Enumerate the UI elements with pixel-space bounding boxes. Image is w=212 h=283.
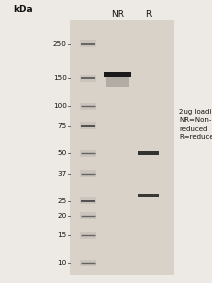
Bar bbox=[106, 77, 129, 87]
Bar bbox=[80, 122, 96, 129]
Text: 150: 150 bbox=[53, 76, 67, 82]
Bar bbox=[138, 194, 159, 197]
Bar bbox=[138, 151, 159, 155]
Bar bbox=[80, 75, 96, 82]
Text: 2ug loading
NR=Non-
reduced
R=reduced: 2ug loading NR=Non- reduced R=reduced bbox=[179, 109, 212, 140]
Text: R: R bbox=[145, 10, 152, 19]
Text: 100: 100 bbox=[53, 103, 67, 109]
Text: kDa: kDa bbox=[14, 5, 33, 14]
Text: 37: 37 bbox=[57, 171, 67, 177]
Bar bbox=[80, 197, 96, 204]
Text: 20: 20 bbox=[57, 213, 67, 219]
Bar bbox=[70, 20, 174, 275]
Text: 15: 15 bbox=[57, 232, 67, 238]
Bar bbox=[80, 40, 96, 47]
Bar bbox=[105, 72, 131, 77]
Bar bbox=[80, 260, 96, 266]
Text: 25: 25 bbox=[57, 198, 67, 203]
Text: NR: NR bbox=[111, 10, 124, 19]
Text: 10: 10 bbox=[57, 260, 67, 266]
Text: 50: 50 bbox=[57, 150, 67, 156]
Bar bbox=[80, 103, 96, 110]
Bar bbox=[80, 170, 96, 177]
Text: 75: 75 bbox=[57, 123, 67, 129]
Bar bbox=[80, 150, 96, 157]
Bar bbox=[80, 213, 96, 219]
Bar bbox=[80, 232, 96, 239]
Text: 250: 250 bbox=[53, 41, 67, 47]
